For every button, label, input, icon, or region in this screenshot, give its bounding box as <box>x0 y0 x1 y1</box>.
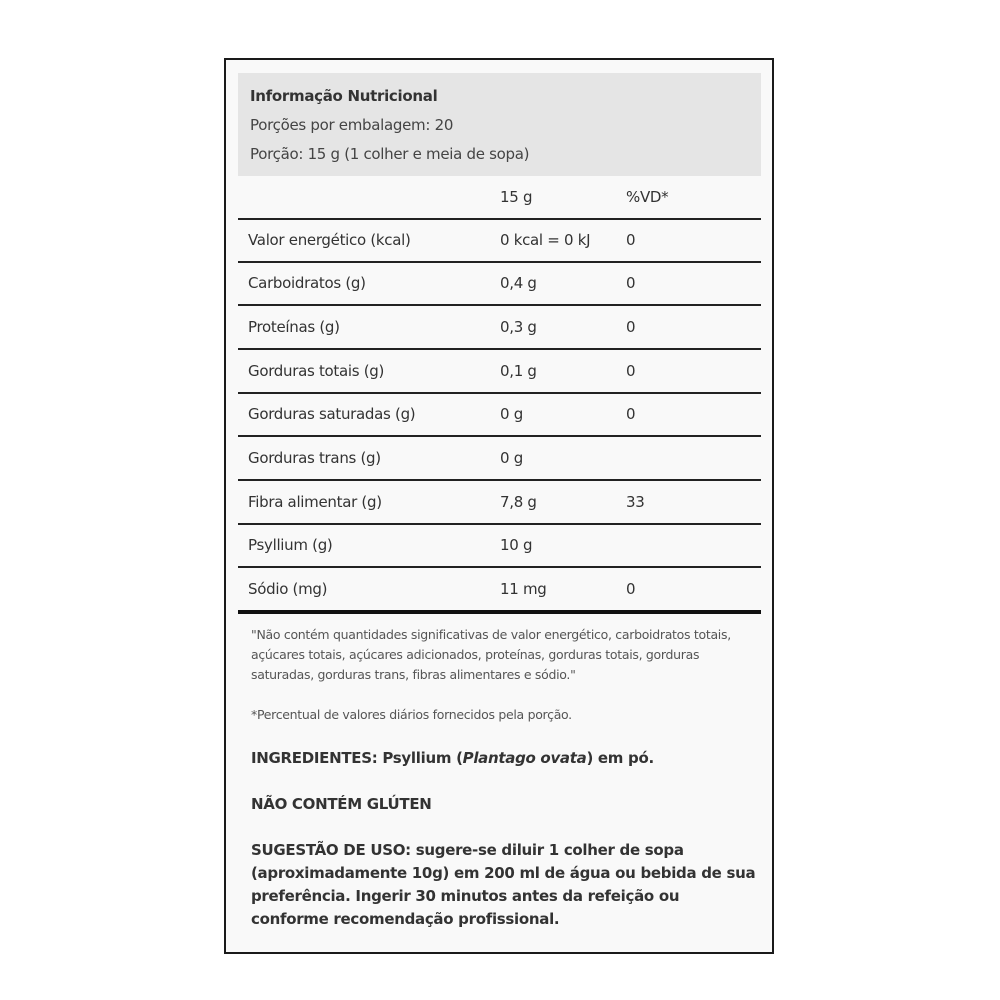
table-header-row: 15 g %VD* <box>238 176 761 220</box>
ingredients-species: Plantago ovata <box>462 749 587 767</box>
nutrient-name: Gorduras saturadas (g) <box>248 405 416 423</box>
nutrient-dv: %VD* <box>626 188 669 206</box>
table-row: Carboidratos (g) 0,4 g 0 <box>238 262 761 306</box>
nutrition-label: Informação Nutricional Porções por embal… <box>224 58 774 954</box>
nutrient-amount: 0 g <box>500 449 523 467</box>
nutrient-name: Psyllium (g) <box>248 536 333 554</box>
nutrient-amount: 11 mg <box>500 580 547 598</box>
nutrient-amount: 0,4 g <box>500 274 537 292</box>
nutrient-name: Valor energético (kcal) <box>248 231 411 249</box>
usage-suggestion: SUGESTÃO DE USO: sugere-se diluir 1 colh… <box>251 841 756 928</box>
nutrient-amount: 0,1 g <box>500 362 537 380</box>
nutrient-name: Sódio (mg) <box>248 580 328 598</box>
dv-note: *Percentual de valores diários fornecido… <box>251 707 572 722</box>
nutrient-name: Proteínas (g) <box>248 318 340 336</box>
nutrient-amount: 7,8 g <box>500 493 537 511</box>
nutrient-dv: 0 <box>626 318 636 336</box>
serving-size: Porção: 15 g (1 colher e meia de sopa) <box>250 145 530 163</box>
nutrient-dv: 0 <box>626 274 636 292</box>
nutrient-dv: 0 <box>626 405 636 423</box>
table-row: Sódio (mg) 11 mg 0 <box>238 568 761 614</box>
nutrient-dv: 33 <box>626 493 645 511</box>
table-row: Gorduras saturadas (g) 0 g 0 <box>238 393 761 437</box>
nutrient-dv: 0 <box>626 362 636 380</box>
servings-per-package: Porções por embalagem: 20 <box>250 116 454 134</box>
gluten-notice: NÃO CONTÉM GLÚTEN <box>251 795 432 813</box>
table-row: Fibra alimentar (g) 7,8 g 33 <box>238 481 761 525</box>
nutrient-amount: 0 kcal = 0 kJ <box>500 231 591 249</box>
nutrient-dv: 0 <box>626 231 636 249</box>
nutrient-amount: 0,3 g <box>500 318 537 336</box>
table-row: Gorduras trans (g) 0 g <box>238 437 761 481</box>
nutrient-amount: 15 g <box>500 188 533 206</box>
nutrition-header: Informação Nutricional Porções por embal… <box>238 73 761 176</box>
ingredients: INGREDIENTES: Psyllium (Plantago ovata) … <box>251 747 761 770</box>
nutrient-amount: 10 g <box>500 536 533 554</box>
nutrient-name: Carboidratos (g) <box>248 274 366 292</box>
nutrient-name: Fibra alimentar (g) <box>248 493 382 511</box>
nutrient-amount: 0 g <box>500 405 523 423</box>
nutrient-name: Gorduras totais (g) <box>248 362 385 380</box>
table-row: Psyllium (g) 10 g <box>238 524 761 568</box>
insignificant-note: "Não contém quantidades significativas d… <box>251 627 731 682</box>
ingredients-label: INGREDIENTES: Psyllium ( <box>251 749 463 767</box>
table-row: Gorduras totais (g) 0,1 g 0 <box>238 350 761 394</box>
label-title: Informação Nutricional <box>250 87 438 105</box>
table-row: Valor energético (kcal) 0 kcal = 0 kJ 0 <box>238 219 761 263</box>
table-row: Proteínas (g) 0,3 g 0 <box>238 306 761 350</box>
ingredients-rest: ) em pó. <box>586 749 654 767</box>
nutrient-name: Gorduras trans (g) <box>248 449 381 467</box>
nutrient-dv: 0 <box>626 580 636 598</box>
